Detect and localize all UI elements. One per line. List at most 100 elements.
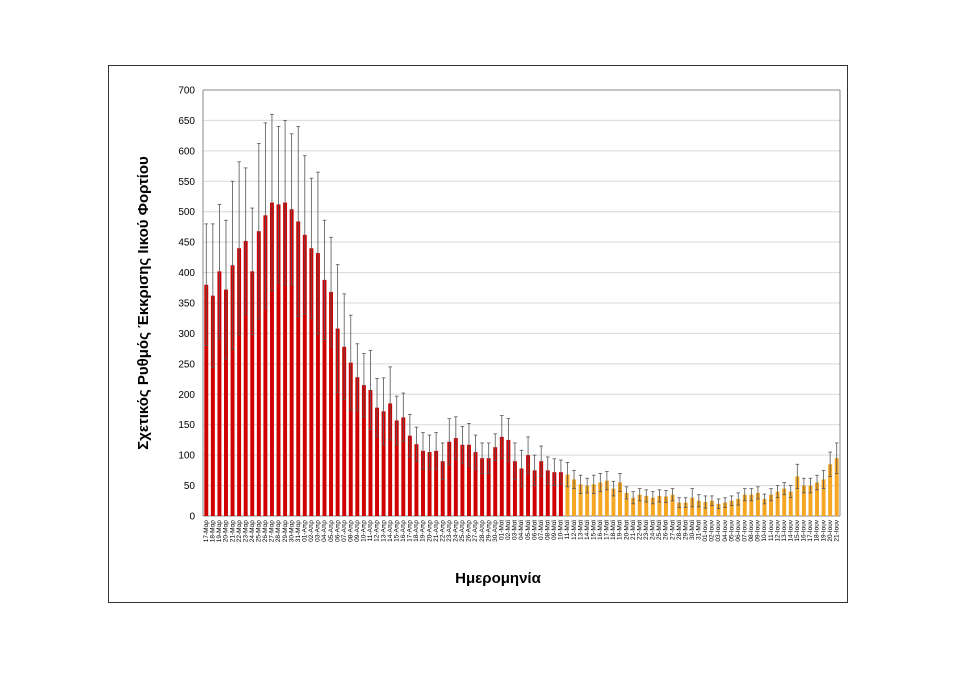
error-bar [703,495,708,509]
bar [716,503,721,516]
bar [204,284,209,516]
x-tick-label: 26-Απρ [466,520,473,542]
bar [591,484,596,516]
error-bar [440,442,445,480]
bar [276,204,281,516]
x-tick-label: 28-Μαϊ [676,519,683,540]
x-tick-label: 27-Μαϊ [669,519,676,540]
bar [460,444,465,516]
bar [769,494,774,516]
error-bar [335,264,340,393]
bar [453,438,458,516]
x-tick-label: 07-Μαϊ [538,519,545,540]
bar [315,253,320,516]
error-bar [762,493,767,505]
x-tick-label: 11-Ιουν [768,520,775,541]
error-bar [631,491,635,505]
bar [532,470,537,516]
bar [801,485,806,516]
bar [224,289,228,516]
x-tick-label: 14-Μαϊ [584,519,591,540]
bar [834,458,839,516]
error-bar [401,392,406,443]
x-tick-label: 17-Μαϊ [604,519,611,540]
x-tick-label: 25-Απρ [459,520,466,542]
error-bar [552,458,557,486]
x-tick-label: 29-Μαρ [282,520,289,543]
x-tick-label: 22-Μαρ [236,520,243,543]
bar [742,494,747,516]
x-tick-label: 06-Απρ [334,520,341,542]
bar [709,500,714,516]
x-tick-label: 21-Μαϊ [630,519,637,540]
x-tick-label: 31-Μαρ [295,520,302,543]
bar [421,450,425,516]
bar [815,482,819,516]
bar [808,485,813,516]
x-tick-label: 03-Απρ [315,520,322,542]
bar [664,496,668,516]
bar [250,271,255,516]
bar [703,502,708,516]
error-bar [815,474,819,491]
error-bar [243,167,248,315]
bar [237,248,242,516]
error-bar [480,442,484,474]
x-tick-label: 26-Μαϊ [663,519,670,540]
y-tick-label: 650 [178,116,195,127]
x-tick-label: 19-Μαϊ [617,519,624,540]
error-bar [329,236,333,348]
x-tick-label: 13-Μαϊ [577,519,584,540]
error-bar [375,378,379,438]
x-tick-label: 30-Μαρ [288,520,295,543]
x-tick-label: 29-Απρ [485,520,492,542]
x-tick-label: 23-Μαϊ [643,519,650,540]
bar [604,480,609,516]
bar [381,411,386,516]
x-tick-label: 05-Απρ [328,520,335,542]
bar [637,494,642,516]
error-bar [690,488,695,508]
error-bar [493,433,498,462]
bar [447,441,452,516]
error-bar [447,418,452,466]
x-tick-label: 18-Απρ [413,520,420,542]
error-bar [834,442,839,474]
error-bar [565,462,570,488]
x-tick-label: 07-Απρ [341,520,348,542]
x-tick-label: 28-Μαρ [275,520,282,543]
bar [762,498,767,516]
bar [473,452,478,516]
x-tick-label: 21-Ιουν [833,520,840,542]
bar [696,500,701,516]
x-tick-label: 31-Μαϊ [696,519,703,540]
x-tick-label: 17-Απρ [407,520,414,542]
error-bar [578,474,583,494]
error-bar [467,423,471,467]
x-tick-label: 16-Ιουν [801,520,808,542]
bar [598,482,603,516]
error-bar [572,469,576,490]
x-tick-label: 29-Μαϊ [682,519,689,540]
error-bar [532,454,537,486]
x-tick-label: 01-Απρ [302,520,309,542]
error-bar [683,497,688,508]
bar [565,474,570,516]
error-bar [644,489,649,503]
x-tick-label: 14-Απρ [387,520,394,542]
bar [618,482,622,516]
x-tick-label: 03-Μαϊ [512,519,519,540]
error-bar [769,488,773,502]
x-tick-label: 09-Μαϊ [551,519,558,540]
bar [368,390,373,516]
bar [401,417,406,516]
x-axis-label: Ημερομηνία [455,570,541,587]
x-tick-label: 13-Ιουν [781,520,788,542]
error-bar [263,122,268,309]
error-bar [257,143,261,320]
y-axis-label: Σχετικός Ρυθμός Έκκρισης Ιικού Φορτίου [135,156,152,450]
error-bar [605,471,609,491]
error-bar [657,489,662,503]
error-bar [545,456,550,485]
y-tick-label: 50 [184,481,196,492]
